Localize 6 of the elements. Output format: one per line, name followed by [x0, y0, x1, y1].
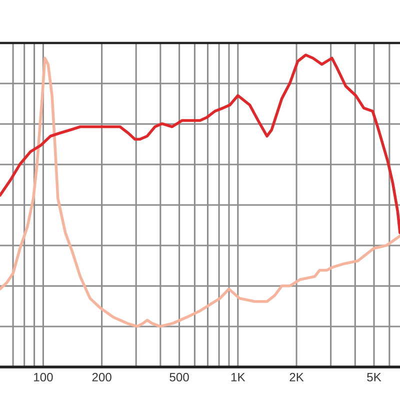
- x-tick-label: 200: [92, 372, 112, 382]
- x-tick-label: 5K: [367, 373, 382, 382]
- x-tick-label: 500: [170, 372, 189, 382]
- x-tick-label: 2K: [290, 372, 304, 382]
- x-tick-label: 1K: [231, 373, 246, 382]
- x-tick-label: 100: [34, 372, 53, 382]
